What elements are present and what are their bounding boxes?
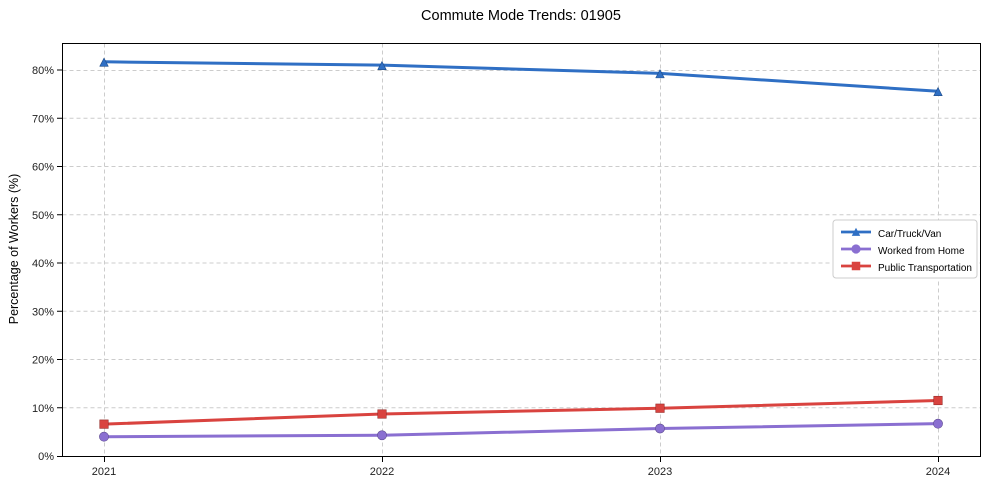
svg-text:2021: 2021 bbox=[92, 466, 116, 478]
svg-text:2024: 2024 bbox=[926, 466, 950, 478]
svg-text:20%: 20% bbox=[32, 355, 54, 367]
svg-text:30%: 30% bbox=[32, 306, 54, 318]
svg-text:60%: 60% bbox=[32, 162, 54, 174]
svg-text:70%: 70% bbox=[32, 113, 54, 125]
svg-text:Percentage of Workers (%): Percentage of Workers (%) bbox=[7, 174, 21, 325]
svg-text:Worked from Home: Worked from Home bbox=[878, 246, 965, 257]
svg-text:Commute Mode Trends: 01905: Commute Mode Trends: 01905 bbox=[421, 8, 621, 24]
svg-text:0%: 0% bbox=[38, 451, 54, 463]
svg-text:10%: 10% bbox=[32, 403, 54, 415]
svg-text:Car/Truck/Van: Car/Truck/Van bbox=[878, 229, 941, 240]
svg-text:2023: 2023 bbox=[648, 466, 672, 478]
svg-text:50%: 50% bbox=[32, 210, 54, 222]
svg-text:Public Transportation: Public Transportation bbox=[878, 263, 972, 274]
svg-text:80%: 80% bbox=[32, 65, 54, 77]
svg-text:2022: 2022 bbox=[370, 466, 394, 478]
svg-text:40%: 40% bbox=[32, 258, 54, 270]
